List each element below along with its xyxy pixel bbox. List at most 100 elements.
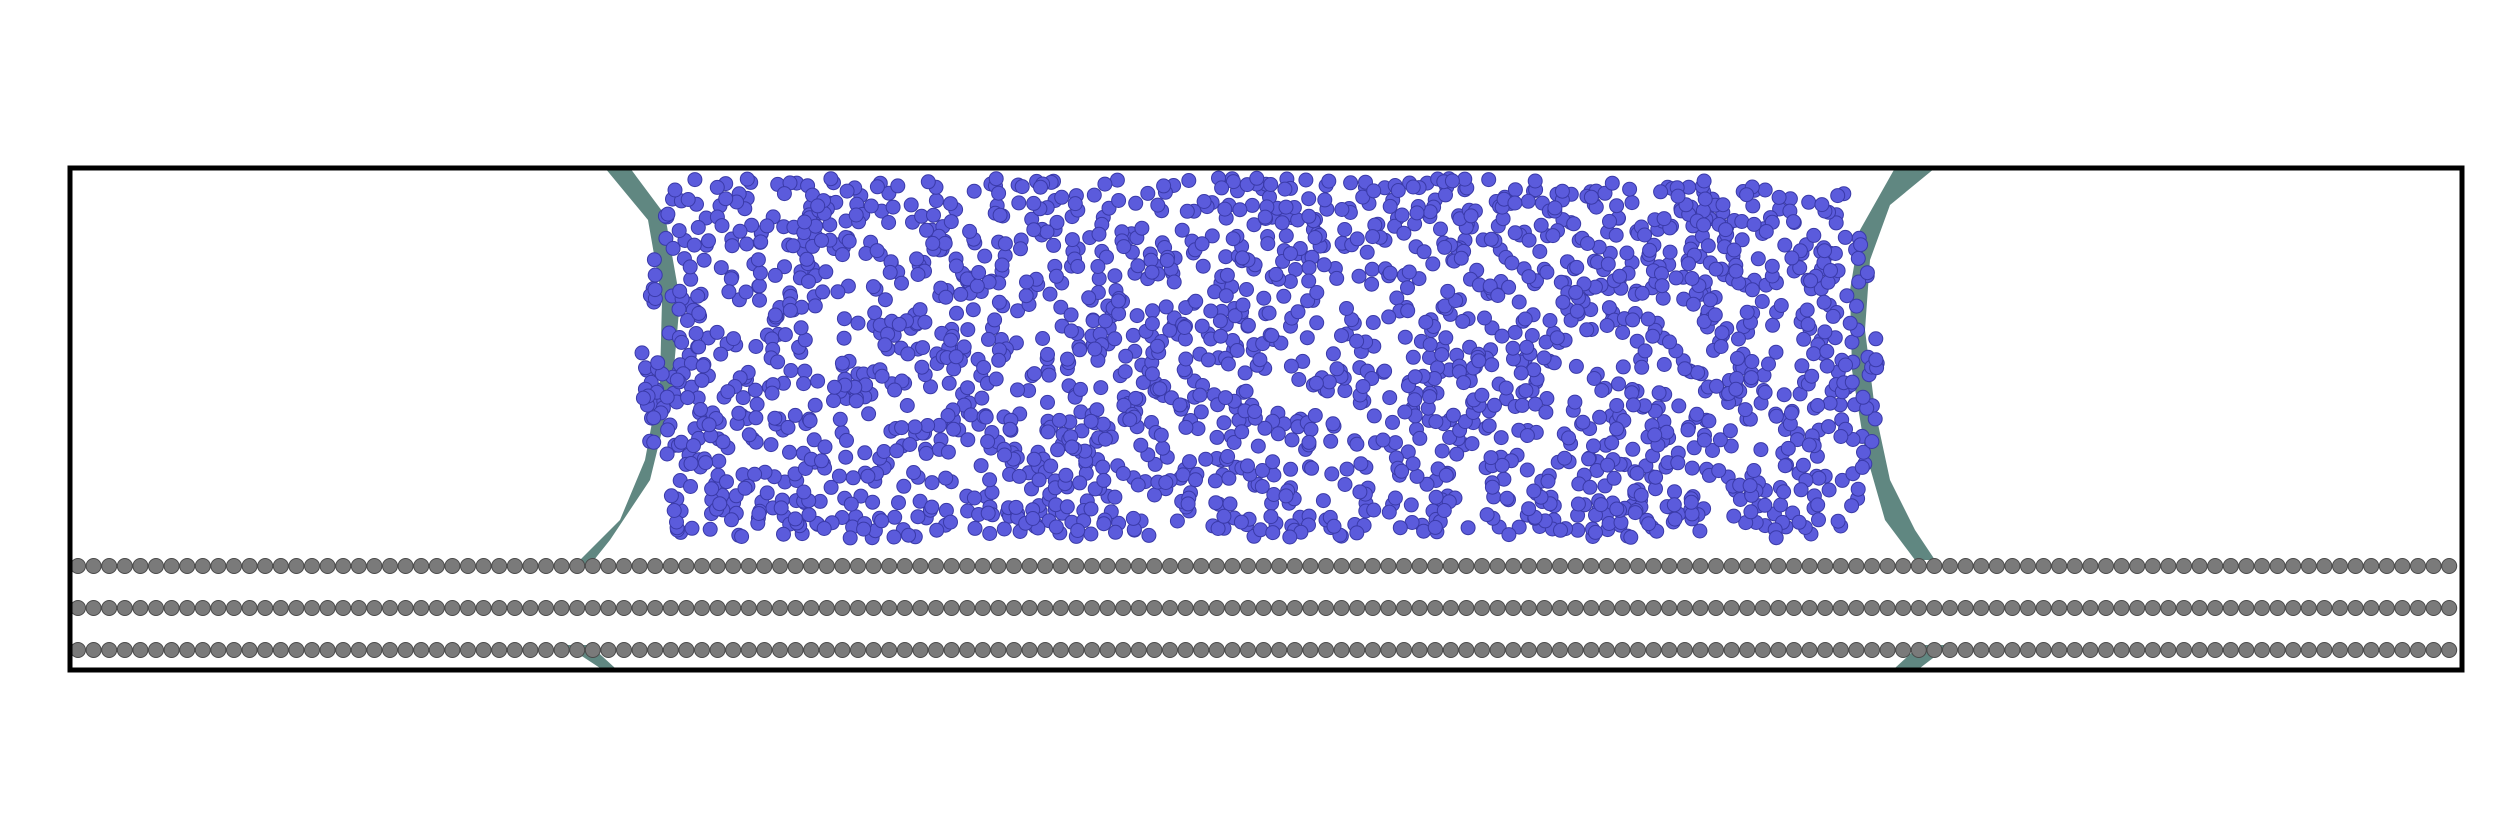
liquid-atom (1097, 431, 1113, 447)
liquid-atom (659, 446, 675, 462)
liquid-atom (1329, 270, 1345, 286)
liquid-atom (1683, 494, 1699, 510)
liquid-atom (1234, 424, 1250, 440)
liquid-atom (1156, 178, 1172, 194)
substrate-atom (1333, 642, 1350, 658)
liquid-atom (1309, 285, 1325, 300)
liquid-atom (759, 218, 775, 234)
liquid-atom (831, 468, 847, 484)
substrate-atom (631, 600, 648, 616)
liquid-atom (1686, 440, 1702, 456)
substrate-atom (2160, 558, 2177, 574)
liquid-atom (680, 390, 696, 406)
liquid-atom (1220, 449, 1236, 464)
substrate-atom (1661, 642, 1678, 658)
liquid-atom (1422, 389, 1438, 405)
liquid-atom (920, 418, 936, 433)
liquid-atom (1484, 357, 1500, 373)
substrate-atom (1224, 558, 1241, 574)
liquid-atom (1597, 185, 1613, 201)
liquid-atom (646, 410, 662, 426)
substrate-atom (1786, 600, 1802, 616)
liquid-atom (680, 192, 696, 207)
substrate-atom (2425, 600, 2442, 616)
liquid-atom (1689, 406, 1705, 422)
liquid-atom (1493, 430, 1509, 446)
liquid-atom (1742, 478, 1758, 494)
liquid-atom (1337, 222, 1353, 237)
liquid-atom (1777, 237, 1793, 253)
liquid-atom (1527, 173, 1543, 189)
substrate-atom (1723, 642, 1740, 658)
substrate-atom (257, 642, 274, 658)
liquid-atom (1307, 408, 1323, 423)
liquid-atom (1830, 188, 1846, 204)
substrate-atom (272, 600, 289, 616)
liquid-atom (1307, 230, 1323, 245)
liquid-atom (1125, 510, 1141, 526)
liquid-atom (1823, 263, 1838, 278)
liquid-atom (823, 479, 839, 495)
liquid-atom (1499, 490, 1515, 506)
substrate-atom (2004, 558, 2021, 574)
liquid-atom (1144, 366, 1160, 382)
liquid-atom (1427, 519, 1443, 535)
liquid-atom (918, 445, 934, 461)
liquid-atom (1637, 343, 1653, 359)
substrate-atom (1567, 642, 1584, 658)
substrate-atom (616, 600, 632, 616)
liquid-atom (671, 301, 687, 317)
substrate-atom (1115, 600, 1132, 616)
liquid-atom (1728, 263, 1744, 279)
substrate-atom (1255, 642, 1272, 658)
liquid-atom (877, 337, 893, 353)
liquid-atom (1257, 209, 1273, 225)
liquid-atom (1533, 217, 1549, 233)
liquid-droplet-atoms (634, 170, 1885, 546)
liquid-atom (1457, 171, 1473, 187)
liquid-atom (1776, 387, 1792, 403)
liquid-atom (1463, 208, 1479, 224)
substrate-atom (2347, 600, 2364, 616)
liquid-atom (1203, 303, 1219, 319)
substrate-atom (725, 600, 742, 616)
liquid-atom (1757, 384, 1773, 400)
liquid-atom (1538, 404, 1554, 420)
substrate-atom (1708, 642, 1724, 658)
liquid-atom (735, 390, 751, 406)
liquid-atom (1213, 328, 1229, 344)
liquid-atom (887, 382, 903, 398)
substrate-atom (1240, 558, 1256, 574)
liquid-atom (718, 191, 734, 207)
substrate-atom (1442, 600, 1459, 616)
liquid-atom (1178, 419, 1194, 435)
substrate-atom (70, 642, 86, 658)
liquid-atom (963, 407, 979, 423)
substrate-atom (2425, 558, 2442, 574)
liquid-atom (1739, 304, 1755, 320)
liquid-atom (1707, 307, 1723, 323)
substrate-atom (1271, 642, 1288, 658)
substrate-atom (2410, 642, 2426, 658)
liquid-atom (816, 521, 832, 536)
liquid-atom (739, 171, 755, 187)
substrate-atom (491, 558, 508, 574)
liquid-atom (1803, 273, 1819, 289)
liquid-atom (1400, 280, 1415, 296)
liquid-atom (891, 316, 907, 332)
liquid-atom (1599, 318, 1615, 333)
liquid-atom (709, 324, 725, 340)
substrate-atom (1536, 642, 1553, 658)
liquid-atom (1359, 244, 1375, 260)
liquid-atom (1521, 501, 1537, 517)
substrate-atom (2441, 642, 2458, 658)
substrate-atom (1458, 558, 1475, 574)
liquid-atom (688, 326, 704, 341)
substrate-atom (366, 642, 383, 658)
liquid-atom (838, 449, 854, 465)
liquid-atom (1010, 303, 1026, 319)
substrate-atom (740, 642, 757, 658)
liquid-atom (1487, 397, 1502, 413)
liquid-atom (1179, 203, 1195, 219)
substrate-atom (1427, 642, 1444, 658)
